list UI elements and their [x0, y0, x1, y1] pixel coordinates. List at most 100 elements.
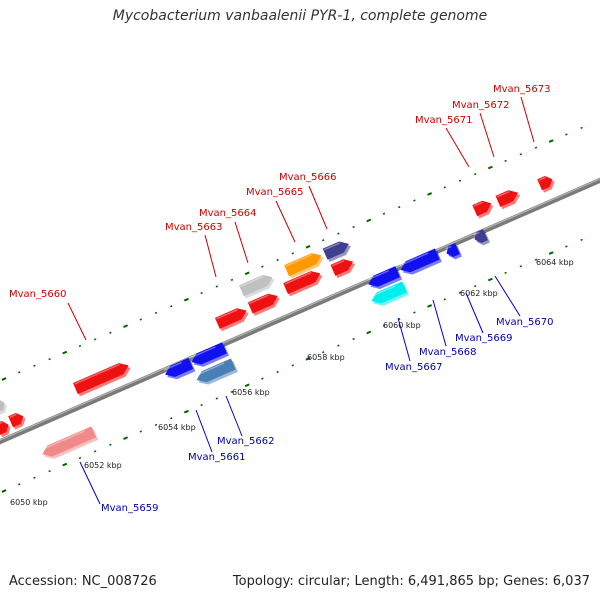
gene-label[interactable]: Mvan_5669 — [455, 333, 512, 344]
gene-arrow[interactable] — [189, 342, 230, 371]
page-title: Mycobacterium vanbaalenii PYR-1, complet… — [112, 8, 488, 24]
lower-tick — [33, 476, 36, 479]
lower-tick — [62, 462, 68, 467]
gene-label[interactable]: Mvan_5668 — [419, 347, 476, 358]
gene-highlight — [0, 421, 3, 426]
gene-mvan-5661[interactable] — [163, 357, 196, 383]
lower-tick — [276, 370, 279, 374]
gene-mvan-5673[interactable] — [537, 173, 557, 193]
gene-mvan-5666[interactable] — [322, 238, 354, 263]
gene-highlight — [367, 269, 389, 281]
upper-tick — [413, 199, 416, 202]
gene-label[interactable]: Mvan_5660 — [9, 289, 66, 300]
kbp-label: 6060 kbp — [383, 321, 421, 330]
label-leader — [465, 292, 484, 334]
lower-tick — [337, 344, 340, 347]
kbp-label: 6054 kbp — [158, 423, 196, 432]
label-leader — [432, 299, 447, 347]
upper-tick — [17, 371, 21, 374]
lower-tick — [48, 470, 51, 473]
upper-tick — [123, 324, 129, 328]
gene-mvan-5665[interactable] — [284, 250, 326, 279]
gene-body — [165, 357, 194, 377]
gene-body — [191, 342, 227, 365]
gene-arrow[interactable] — [366, 266, 403, 293]
gene-mvan-5663[interactable] — [214, 305, 251, 332]
gene-label[interactable]: Mvan_5667 — [385, 362, 442, 373]
upper-tick — [276, 258, 279, 262]
lower-tick — [215, 397, 219, 400]
upper-tick — [580, 126, 583, 129]
lower-tick — [305, 357, 311, 361]
gene-mvan-5664[interactable] — [239, 271, 277, 299]
kbp-label: 6058 kbp — [307, 353, 345, 362]
gene-label[interactable]: Mvan_5663 — [165, 222, 222, 233]
lower-tick — [366, 330, 372, 335]
label-leader — [494, 275, 521, 317]
gene-label[interactable]: Mvan_5672 — [452, 100, 509, 111]
upper-tick — [48, 358, 51, 361]
gene-mvan-5671[interactable] — [472, 198, 495, 219]
gene-arrow[interactable] — [283, 268, 325, 297]
gene-label[interactable]: Mvan_5664 — [199, 208, 256, 219]
gene-highlight — [331, 259, 345, 267]
tick-rows — [1, 126, 583, 493]
upper-tick — [230, 278, 234, 281]
gene-arrow[interactable] — [8, 410, 28, 430]
gene-arrow[interactable] — [330, 256, 358, 279]
lower-tick — [261, 377, 264, 380]
label-leader — [67, 302, 87, 341]
gene-label[interactable]: Mvan_5665 — [246, 187, 303, 198]
gene-body — [322, 241, 349, 260]
upper-tick — [337, 232, 340, 235]
lower-tick — [504, 271, 507, 275]
lower-tick — [139, 430, 143, 433]
gene-mvan-5667[interactable] — [369, 281, 410, 310]
upper-tick — [504, 159, 507, 163]
gene-label[interactable]: Mvan_5662 — [217, 436, 274, 447]
gene-mvan-5662[interactable] — [194, 358, 238, 388]
gene-label[interactable]: Mvan_5671 — [415, 115, 472, 126]
upper-tick — [397, 206, 401, 209]
gene-label[interactable]: Mvan_5666 — [279, 172, 336, 183]
gene-highlight — [240, 275, 264, 287]
gene-mvan-5672[interactable] — [495, 187, 523, 210]
gene-mvan-5670[interactable] — [472, 229, 491, 248]
gene-label[interactable]: Mvan_5670 — [496, 317, 553, 328]
gene-body — [283, 271, 321, 295]
gene-body — [247, 293, 278, 314]
upper-tick — [382, 212, 386, 215]
gene-body — [0, 399, 5, 413]
gene-arrow[interactable] — [0, 419, 13, 438]
gene-mvan-5659[interactable] — [40, 426, 99, 462]
gene-body — [368, 266, 401, 287]
gene-highlight — [473, 231, 480, 236]
gene-label[interactable]: Mvan_5659 — [101, 503, 158, 514]
gene-mvan-5668[interactable] — [398, 248, 442, 278]
gene-arrow[interactable] — [0, 397, 9, 415]
gene-highlight — [399, 252, 429, 267]
gene-body — [0, 421, 9, 435]
upper-tick — [443, 186, 447, 189]
gene-highlight — [163, 361, 183, 371]
upper-tick — [291, 252, 295, 255]
gene-mvan-5660[interactable] — [73, 360, 133, 397]
lower-tick — [443, 298, 447, 301]
gene-labels: Mvan_5659 Mvan_5660 Mvan_5661 Mvan_5662 Mvan… — [9, 84, 553, 514]
label-leader — [79, 461, 101, 505]
upper-tick — [93, 338, 97, 341]
kbp-label: 6062 kbp — [460, 289, 498, 298]
gene-label[interactable]: Mvan_5673 — [493, 84, 550, 95]
upper-tick — [305, 245, 311, 249]
kbp-labels: 6050 kbp 6052 kbp 6054 kbp 6056 kbp 6058 kbp… — [10, 258, 574, 507]
gene-arrow[interactable] — [247, 290, 282, 316]
gene-mvan-5669[interactable] — [444, 243, 463, 262]
gene-label[interactable]: Mvan_5661 — [188, 452, 245, 463]
label-leader — [275, 200, 296, 243]
lower-tick — [565, 245, 568, 248]
label-leader — [520, 96, 535, 143]
upper-tick — [321, 239, 325, 242]
gene-body — [8, 412, 24, 428]
lower-tick — [154, 423, 158, 427]
